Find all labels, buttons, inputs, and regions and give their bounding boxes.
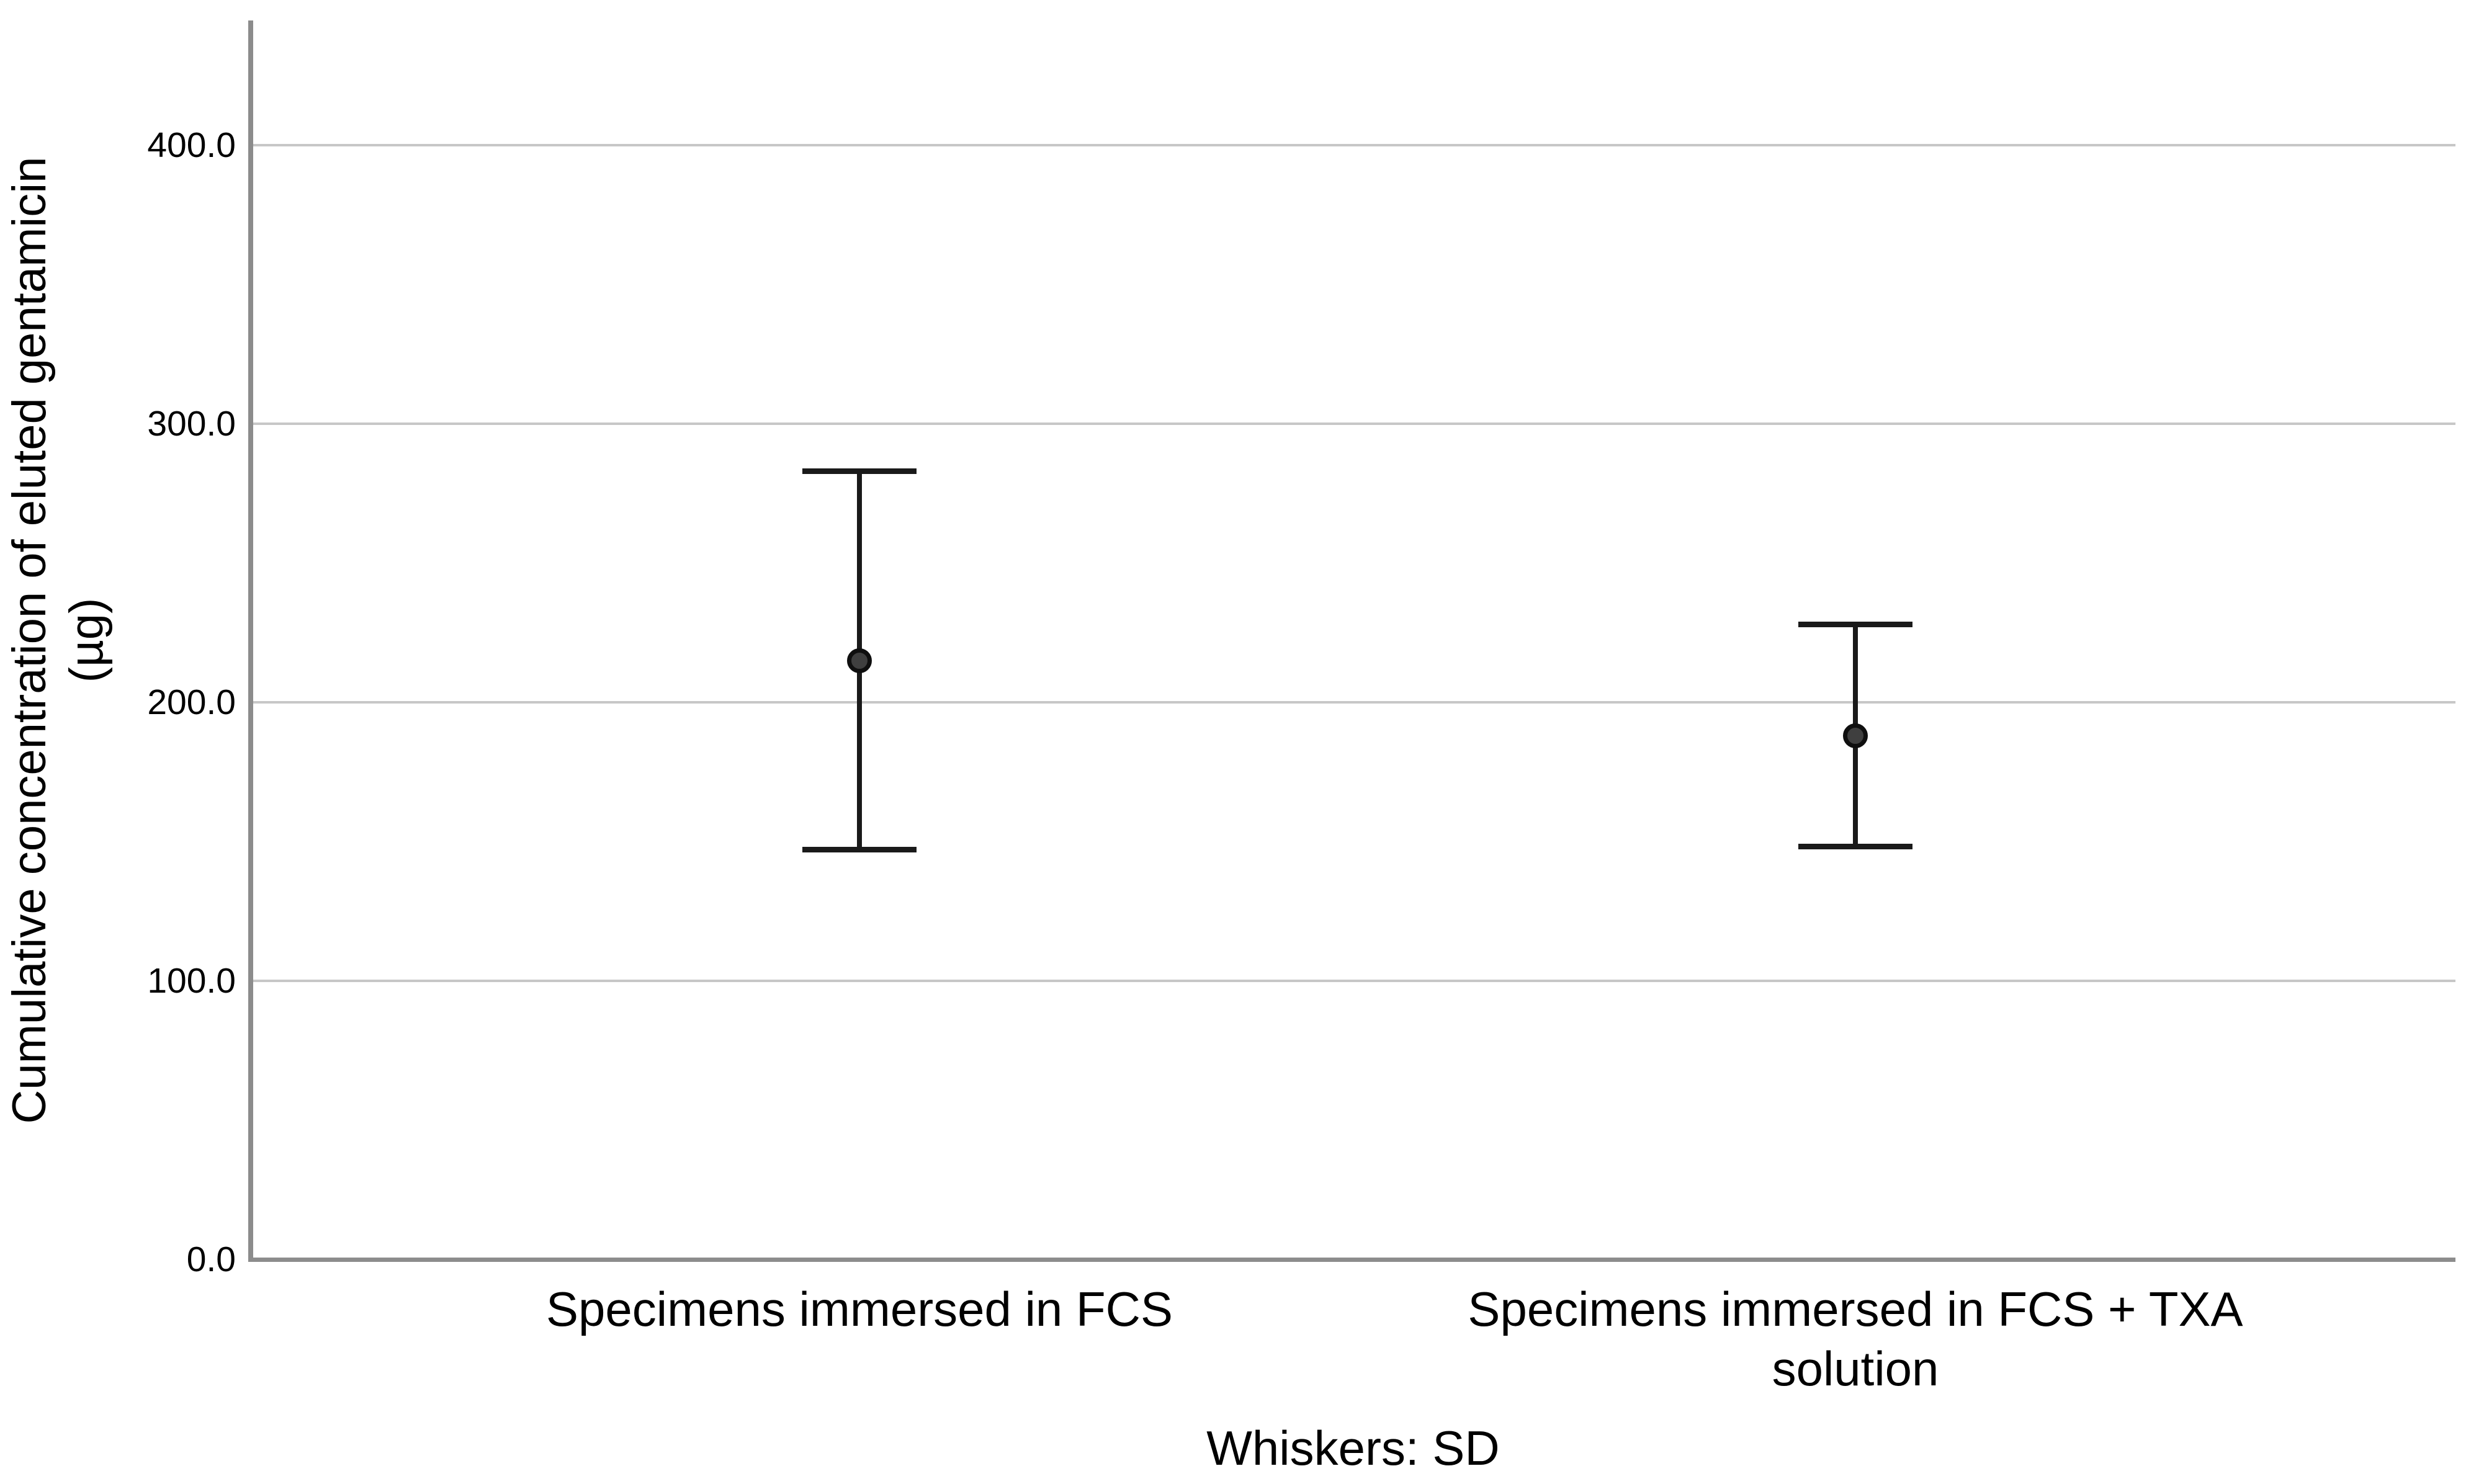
y-tick-label: 400.0	[147, 125, 236, 165]
error-bar-cap-top	[1798, 622, 1912, 628]
x-category-label: Specimens immersed in FCS + TXA solution	[1468, 1282, 2243, 1396]
y-tick-label: 300.0	[147, 404, 236, 444]
error-bar-cap-bottom	[1798, 844, 1912, 850]
y-gridline	[252, 422, 2455, 425]
error-bar-cap-top	[802, 468, 917, 475]
y-tick-label: 200.0	[147, 682, 236, 722]
y-gridline	[252, 701, 2455, 704]
x-axis-line	[248, 1258, 2455, 1262]
y-axis-line	[248, 20, 253, 1262]
y-tick-label: 0.0	[186, 1240, 236, 1279]
mean-dot	[847, 648, 872, 673]
mean-dot	[1843, 723, 1868, 748]
x-category-label: Specimens immersed in FCS	[546, 1282, 1173, 1336]
y-gridline	[252, 144, 2455, 146]
whisker-footnote: Whiskers: SD	[1206, 1421, 1500, 1475]
error-bar-cap-bottom	[802, 846, 917, 852]
y-tick-label: 100.0	[147, 961, 236, 1001]
y-gridline	[252, 980, 2455, 982]
